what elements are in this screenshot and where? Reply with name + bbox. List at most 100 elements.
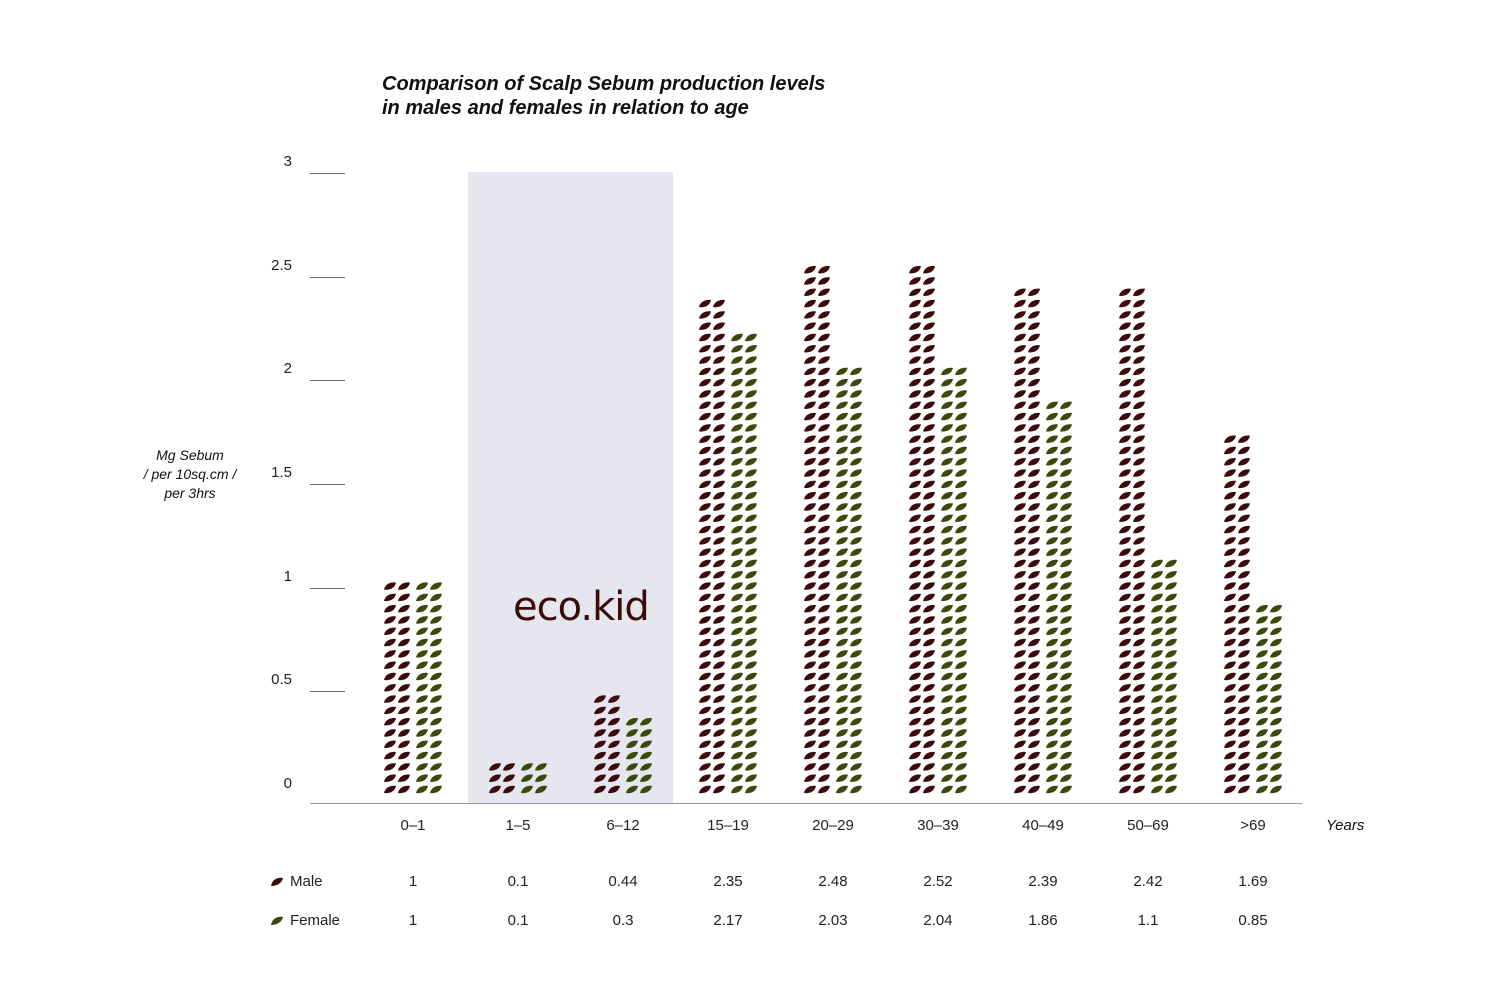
leaf-mark <box>923 638 935 647</box>
leaf-mark <box>608 785 620 794</box>
leaf-mark <box>818 412 830 421</box>
leaf-mark <box>640 751 652 760</box>
leaf-mark <box>608 774 620 782</box>
leaf-mark <box>731 424 743 432</box>
leaf-mark <box>850 740 862 748</box>
leaf-mark <box>955 650 967 658</box>
leaf-mark <box>713 684 725 692</box>
leaf-mark <box>626 751 638 760</box>
leaf-mark <box>1256 785 1268 794</box>
leaf-mark <box>818 582 830 590</box>
leaf-mark <box>1060 774 1072 782</box>
leaf-mark <box>804 605 816 613</box>
leaf-mark <box>1014 333 1026 342</box>
leaf-mark <box>1014 661 1026 669</box>
leaf-mark <box>594 695 606 703</box>
leaf-mark <box>699 751 711 760</box>
leaf-mark <box>1270 638 1282 647</box>
leaf-mark <box>818 718 830 726</box>
leaf-mark <box>818 345 830 353</box>
leaf-mark <box>836 616 848 624</box>
leaf-mark <box>923 718 935 726</box>
leaf-mark <box>699 763 711 771</box>
leaf-mark <box>923 627 935 635</box>
x-tick-label: 6–12 <box>606 817 640 834</box>
leaf-mark <box>836 379 848 387</box>
leaf-mark <box>909 514 921 522</box>
leaf-mark <box>1060 729 1072 737</box>
y-tick-label: 2 <box>283 360 292 378</box>
leaf-mark <box>1060 480 1072 489</box>
y-axis-label-line-2: / per 10sq.cm / <box>143 466 237 482</box>
leaf-mark <box>699 299 711 308</box>
leaf-mark <box>955 718 967 726</box>
leaf-mark <box>430 650 442 658</box>
leaf-mark <box>1028 718 1040 726</box>
leaf-mark <box>1238 763 1250 771</box>
leaf-mark <box>745 582 757 590</box>
leaf-mark <box>416 616 428 624</box>
leaf-mark <box>818 548 830 556</box>
leaf-mark <box>430 718 442 726</box>
leaf-mark <box>1133 514 1145 522</box>
leaf-mark <box>941 684 953 692</box>
leaf-mark <box>955 684 967 692</box>
leaf-mark <box>818 322 830 330</box>
leaf-mark <box>1238 684 1250 692</box>
leaf-mark <box>699 638 711 647</box>
leaf-mark <box>1028 571 1040 579</box>
x-tick-label: 20–29 <box>812 817 854 834</box>
leaf-mark <box>836 525 848 534</box>
table-cell-female: 1.86 <box>1028 912 1058 929</box>
leaf-mark <box>745 627 757 635</box>
leaf-mark <box>1014 492 1026 500</box>
leaf-mark <box>398 706 410 715</box>
leaf-mark <box>745 401 757 409</box>
leaf-mark <box>850 751 862 760</box>
leaf-mark <box>923 277 935 285</box>
leaf-mark <box>1014 763 1026 771</box>
leaf-mark <box>850 548 862 556</box>
leaf-mark <box>713 458 725 466</box>
leaf-mark <box>1060 424 1072 432</box>
leaf-mark <box>1046 684 1058 692</box>
legend-row-male: Male <box>270 873 323 890</box>
leaf-mark <box>1270 627 1282 635</box>
leaf-mark <box>1133 593 1145 602</box>
leaf-mark <box>745 650 757 658</box>
leaf-mark <box>1270 763 1282 771</box>
leaf-mark <box>1165 650 1177 658</box>
leaf-mark <box>909 299 921 308</box>
table-cell-male: 2.48 <box>818 873 848 890</box>
leaf-mark <box>1060 571 1072 579</box>
leaf-mark <box>1119 763 1131 771</box>
leaf-mark <box>398 774 410 782</box>
leaf-mark <box>818 661 830 669</box>
leaf-mark <box>909 785 921 794</box>
bar-male <box>909 266 935 794</box>
y-tick-line <box>310 173 345 174</box>
leaf-mark <box>731 706 743 715</box>
leaf-mark <box>430 785 442 794</box>
leaf-mark <box>416 785 428 794</box>
leaf-mark <box>745 480 757 489</box>
leaf-mark <box>1028 751 1040 760</box>
leaf-mark <box>1046 593 1058 602</box>
leaf-mark <box>1119 492 1131 500</box>
leaf-mark <box>923 548 935 556</box>
leaf-mark <box>1165 763 1177 771</box>
leaf-mark <box>804 480 816 489</box>
leaf-mark <box>1256 729 1268 737</box>
leaf-mark <box>416 684 428 692</box>
leaf-mark <box>699 605 711 613</box>
leaf-mark <box>1133 729 1145 737</box>
leaf-mark <box>909 322 921 330</box>
leaf-mark <box>1224 548 1236 556</box>
leaf-mark <box>941 435 953 443</box>
leaf-mark <box>909 718 921 726</box>
leaf-mark <box>1133 672 1145 681</box>
leaf-mark <box>416 774 428 782</box>
leaf-mark <box>699 525 711 534</box>
leaf-mark <box>955 740 967 748</box>
